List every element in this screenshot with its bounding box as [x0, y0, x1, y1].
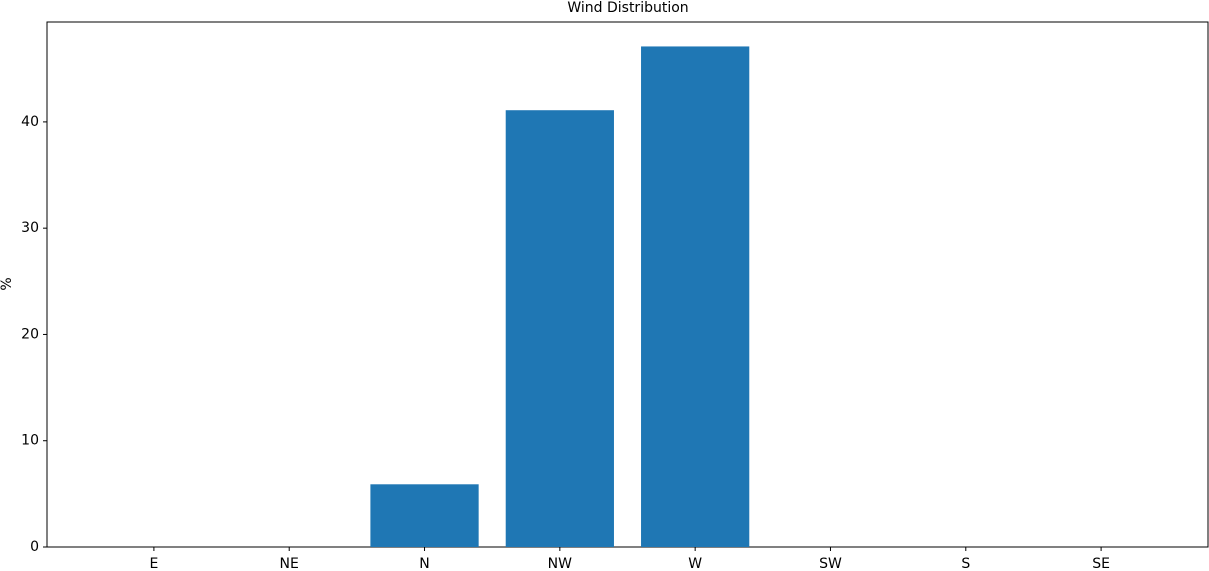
y-tick-label: 20 — [21, 326, 39, 342]
y-tick-label: 40 — [21, 114, 39, 130]
plot-frame — [46, 21, 1209, 548]
x-tick-label: W — [688, 556, 702, 571]
x-tick-label: E — [149, 556, 158, 571]
x-tick-label: SW — [819, 556, 842, 571]
x-tick-label: NE — [280, 556, 299, 571]
x-tick-label: NW — [548, 556, 572, 571]
x-tick-label: N — [419, 556, 429, 571]
bar — [505, 110, 614, 548]
x-tick-label: SE — [1092, 556, 1110, 571]
y-tick-label: 30 — [21, 220, 39, 236]
x-tick-label: S — [961, 556, 970, 571]
y-tick-label: 0 — [30, 539, 39, 555]
bar — [370, 484, 479, 547]
y-tick-label: 10 — [21, 433, 39, 449]
y-axis-label: % — [0, 277, 15, 290]
chart-title: Wind Distribution — [567, 0, 688, 16]
bar — [641, 46, 750, 547]
